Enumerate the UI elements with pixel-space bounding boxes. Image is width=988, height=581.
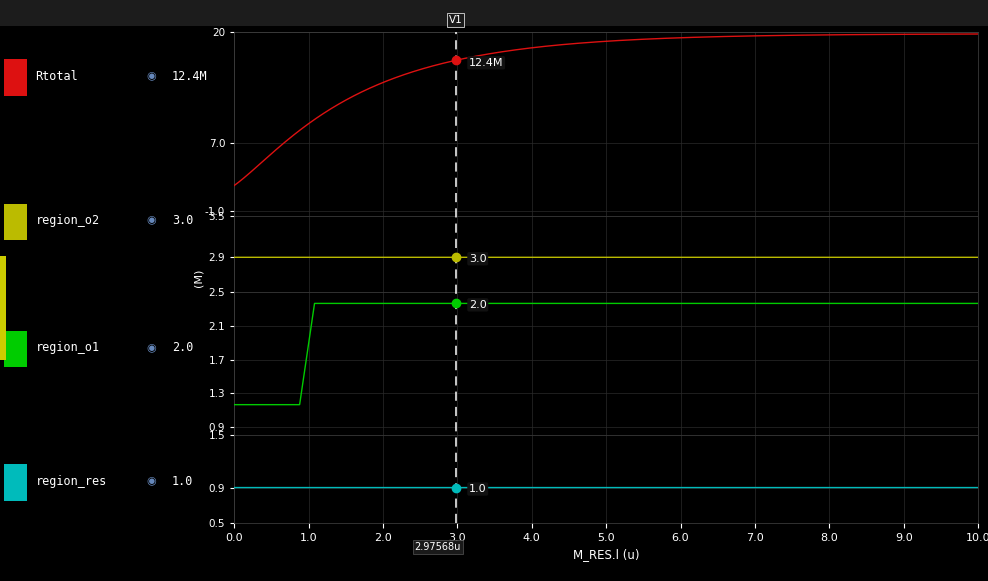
Text: 1.0: 1.0 xyxy=(469,484,486,494)
Text: ◉: ◉ xyxy=(146,71,156,81)
Text: 2.0: 2.0 xyxy=(469,300,487,310)
Text: 2.0: 2.0 xyxy=(172,342,193,354)
Bar xyxy=(4,204,28,240)
Bar xyxy=(4,59,28,95)
Text: region_res: region_res xyxy=(36,475,107,487)
Text: ◉: ◉ xyxy=(146,476,156,486)
Text: 3.0: 3.0 xyxy=(469,254,486,264)
Text: ◉: ◉ xyxy=(146,216,156,225)
Bar xyxy=(4,331,28,367)
Bar xyxy=(4,464,28,501)
Text: Rtotal: Rtotal xyxy=(36,70,78,83)
Text: region_o2: region_o2 xyxy=(36,214,100,227)
X-axis label: M_RES.l (u): M_RES.l (u) xyxy=(573,548,639,561)
Text: 3.0: 3.0 xyxy=(172,214,193,227)
Text: region_o1: region_o1 xyxy=(36,342,100,354)
Text: 2.97568u: 2.97568u xyxy=(415,542,461,552)
Text: V1: V1 xyxy=(449,15,462,24)
Text: ◉: ◉ xyxy=(146,343,156,353)
Text: 1.0: 1.0 xyxy=(172,475,193,487)
Text: 12.4M: 12.4M xyxy=(469,58,504,68)
Y-axis label: (M): (M) xyxy=(194,268,204,286)
Text: 12.4M: 12.4M xyxy=(172,70,207,83)
